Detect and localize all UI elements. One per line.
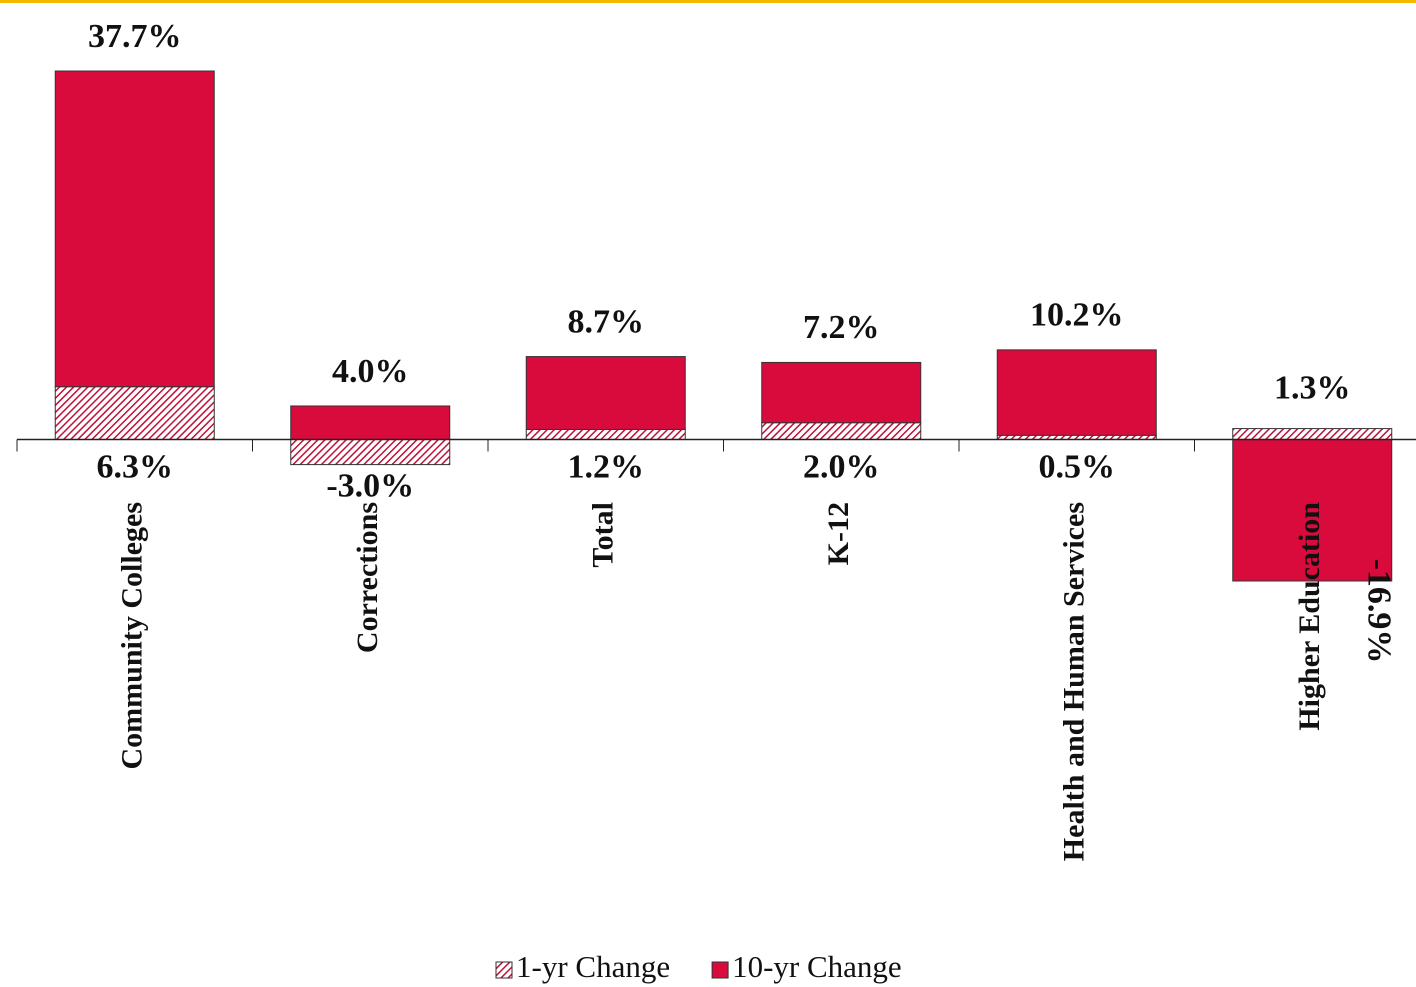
legend-label: 1-yr Change	[516, 949, 670, 984]
x-tick-label: Corrections	[351, 502, 384, 653]
bar	[54, 386, 215, 440]
value-label: 1.2%	[568, 448, 645, 485]
bar	[761, 422, 922, 440]
value-label: 10.2%	[1030, 297, 1124, 334]
bar	[54, 70, 215, 388]
bar	[525, 428, 686, 440]
bar	[1232, 428, 1393, 440]
top-rule	[0, 0, 1416, 3]
x-tick-label: Community Colleges	[116, 502, 149, 769]
value-label: 2.0%	[803, 448, 880, 485]
value-label: 7.2%	[803, 309, 880, 346]
x-tick-label: K-12	[822, 502, 855, 565]
value-label: 0.5%	[1039, 448, 1116, 485]
value-label: 6.3%	[97, 448, 174, 485]
legend-swatch	[495, 961, 513, 979]
bar	[525, 356, 686, 430]
x-tick-label: Total	[587, 502, 620, 568]
value-label: 8.7%	[568, 303, 645, 340]
legend-swatch	[711, 961, 729, 979]
bar	[996, 349, 1157, 436]
value-label: 37.7%	[88, 18, 182, 55]
value-label: 1.3%	[1274, 369, 1351, 406]
bar	[290, 405, 451, 440]
legend-label: 10-yr Change	[732, 949, 902, 984]
value-label: -3.0%	[326, 467, 414, 504]
bar	[290, 438, 451, 466]
x-tick-label: Higher Education	[1293, 502, 1326, 731]
x-tick-label: Health and Human Services	[1058, 502, 1091, 861]
bar	[761, 361, 922, 424]
value-label: 4.0%	[332, 353, 409, 390]
value-label: -16.9%	[1360, 559, 1397, 664]
bar	[1232, 438, 1393, 582]
